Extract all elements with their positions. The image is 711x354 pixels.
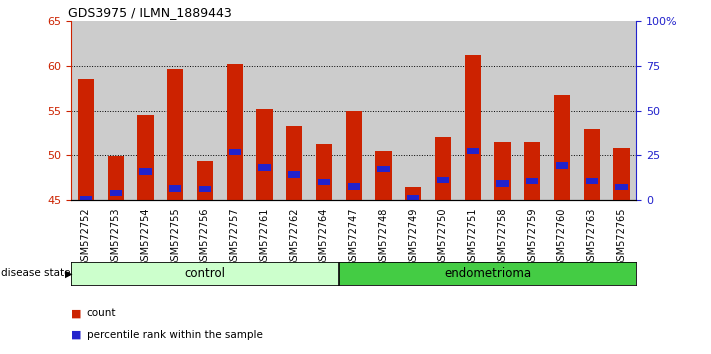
- Bar: [435, 137, 451, 200]
- Bar: [101, 21, 131, 200]
- Text: ▶: ▶: [65, 268, 73, 279]
- Bar: [615, 184, 628, 190]
- Bar: [586, 178, 598, 184]
- Bar: [227, 64, 243, 200]
- Bar: [220, 21, 250, 200]
- Bar: [71, 21, 101, 200]
- Text: endometrioma: endometrioma: [444, 267, 531, 280]
- Bar: [309, 21, 339, 200]
- Bar: [405, 187, 422, 200]
- Bar: [494, 142, 510, 200]
- Text: GDS3975 / ILMN_1889443: GDS3975 / ILMN_1889443: [68, 6, 232, 19]
- Bar: [316, 144, 332, 200]
- Bar: [378, 166, 390, 172]
- Text: ■: ■: [71, 308, 82, 318]
- Bar: [428, 21, 458, 200]
- Bar: [556, 162, 568, 169]
- Bar: [199, 186, 211, 192]
- Text: percentile rank within the sample: percentile rank within the sample: [87, 330, 262, 339]
- Bar: [518, 21, 547, 200]
- Bar: [190, 21, 220, 200]
- Bar: [288, 171, 300, 178]
- Bar: [614, 148, 630, 200]
- Bar: [577, 21, 606, 200]
- Bar: [107, 156, 124, 200]
- Text: count: count: [87, 308, 116, 318]
- Bar: [368, 21, 398, 200]
- Bar: [526, 178, 538, 184]
- Bar: [258, 164, 271, 171]
- Bar: [229, 149, 241, 155]
- Bar: [131, 21, 161, 200]
- Bar: [346, 110, 362, 200]
- Bar: [256, 109, 272, 200]
- Bar: [286, 126, 302, 200]
- Bar: [77, 79, 94, 200]
- Bar: [398, 21, 428, 200]
- Bar: [606, 21, 636, 200]
- Bar: [464, 55, 481, 200]
- Bar: [339, 21, 368, 200]
- Bar: [375, 151, 392, 200]
- Bar: [458, 21, 488, 200]
- Text: ■: ■: [71, 330, 82, 339]
- Bar: [496, 180, 508, 187]
- Bar: [554, 96, 570, 200]
- Text: disease state: disease state: [1, 268, 70, 279]
- Bar: [109, 190, 122, 196]
- Bar: [279, 21, 309, 200]
- Bar: [407, 195, 419, 201]
- Bar: [139, 168, 151, 175]
- Bar: [524, 142, 540, 200]
- Bar: [169, 185, 181, 192]
- Bar: [161, 21, 190, 200]
- Bar: [584, 129, 600, 200]
- Bar: [547, 21, 577, 200]
- Bar: [318, 178, 330, 185]
- Bar: [466, 148, 479, 154]
- Text: control: control: [184, 267, 225, 280]
- Bar: [488, 21, 518, 200]
- Bar: [80, 195, 92, 202]
- Bar: [167, 69, 183, 200]
- Bar: [250, 21, 279, 200]
- Bar: [197, 161, 213, 200]
- Bar: [437, 177, 449, 183]
- Bar: [137, 115, 154, 200]
- Bar: [348, 183, 360, 190]
